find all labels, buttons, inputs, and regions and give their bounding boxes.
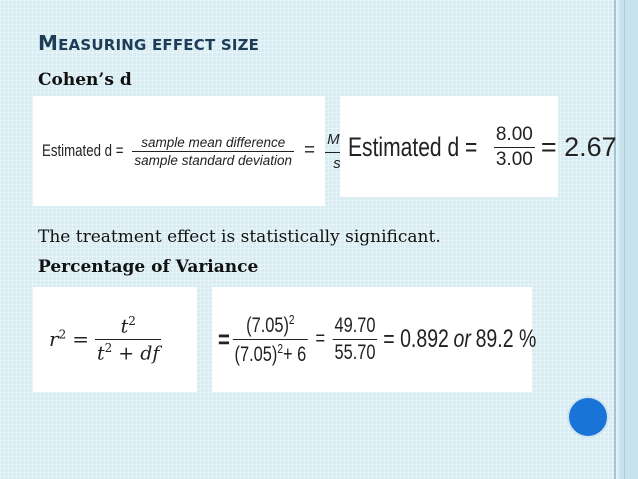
r2v-or: or <box>453 324 471 353</box>
formula-fraction: sample mean difference sample standard d… <box>132 134 295 168</box>
value-result: = 2.67 <box>540 131 617 162</box>
s-denominator: s <box>325 151 349 172</box>
r2v-result: = 0.892 <box>383 324 449 353</box>
value-numerator: 8.00 <box>495 123 533 145</box>
r2-fraction: t2 t2 + df <box>94 314 162 364</box>
r2v-percent: 89.2 % <box>475 324 537 353</box>
r2-numerator: t2 <box>120 314 136 338</box>
value-lhs: Estimated d = <box>348 131 478 162</box>
title-rest: EASURING EFFECT SIZE <box>58 36 260 54</box>
value-denominator: 3.00 <box>493 146 535 170</box>
r2v-eq1: = <box>315 327 326 350</box>
value-fraction: 8.00 3.00 <box>493 123 535 171</box>
r2v-num-2: 49.70 <box>334 313 376 337</box>
formula-numerator: sample mean difference <box>141 134 286 150</box>
formula-lhs: Estimated d = <box>42 141 124 160</box>
right-border-strip <box>619 0 638 479</box>
r2v-lead-equals: = <box>218 323 230 354</box>
formula-equals: = <box>304 140 316 161</box>
r2v-fraction-1: (7.05)2 (7.05)2+ 6 <box>232 311 308 367</box>
r2-equals: = <box>72 327 89 351</box>
title-initial: M <box>38 31 59 55</box>
right-border-line <box>614 0 616 479</box>
r2v-den-1: (7.05)2+ 6 <box>232 338 308 366</box>
cohens-d-heading: Cohen’s d <box>38 70 132 90</box>
slide-title: MEASURING EFFECT SIZE <box>38 31 259 55</box>
cohens-d-value-image: Estimated d = 8.00 3.00 = 2.67 <box>340 96 617 197</box>
r-squared-formula-image: r2 = t2 t2 + df <box>33 287 197 392</box>
r2v-den-2: 55.70 <box>332 338 378 364</box>
r-squared-value-image: = (7.05)2 (7.05)2+ 6 = 49.70 55.70 = 0.8… <box>212 287 536 392</box>
r2v-num-1: (7.05)2 <box>246 311 295 337</box>
r2-lhs: r2 <box>49 327 67 351</box>
significance-statement: The treatment effect is statistically si… <box>38 227 441 247</box>
formula-denominator: sample standard deviation <box>132 150 295 168</box>
cohens-d-formula-image: Estimated d = sample mean difference sam… <box>33 96 349 206</box>
right-border-inner-line <box>624 0 625 479</box>
r2-denominator: t2 + df <box>94 338 162 364</box>
percentage-variance-heading: Percentage of Variance <box>38 257 259 277</box>
slide-decoration-circle <box>569 398 607 436</box>
r2v-fraction-2: 49.70 55.70 <box>332 313 378 365</box>
